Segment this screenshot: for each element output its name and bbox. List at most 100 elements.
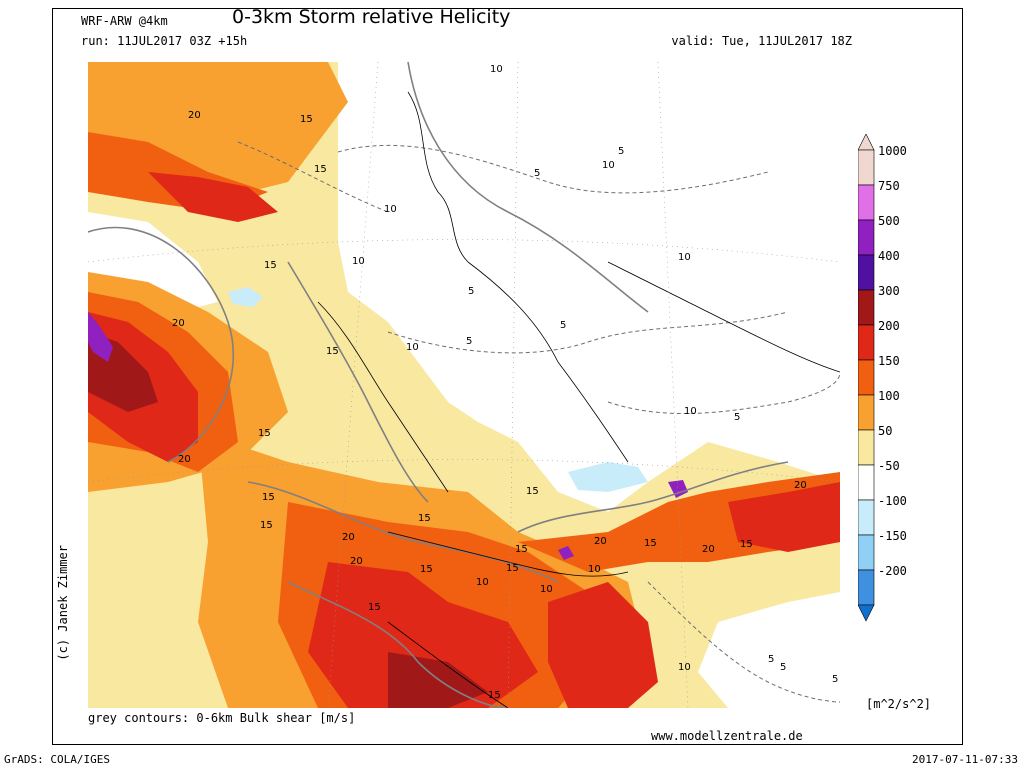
colorbar-layer: 1000 750 500 400 300 200 150 100 50 -50 -100 -150 -2… xyxy=(858,134,907,622)
contour-value-label: 15 xyxy=(420,564,433,575)
colorbar-swatch xyxy=(858,464,875,501)
low-helicity-zone-northeast xyxy=(748,62,840,212)
field-200-south xyxy=(308,562,538,708)
field-500-italy xyxy=(558,546,574,560)
shear-contour-15-alps xyxy=(517,461,789,533)
contour-value-label: 15 xyxy=(326,346,339,357)
contour-value-label: 20 xyxy=(342,532,355,543)
contour-value-label: 5 xyxy=(832,674,838,685)
contour-value-label: 15 xyxy=(740,539,753,550)
colorbar-top-arrow xyxy=(858,134,875,151)
colorbar-swatch xyxy=(858,184,875,221)
coastline-south xyxy=(387,621,509,708)
shear-contour-10-east xyxy=(607,371,840,415)
colorbar-tick-label: 100 xyxy=(878,389,900,403)
contour-value-label: 15 xyxy=(300,114,313,125)
plot-frame xyxy=(52,8,963,745)
shear-contour-10-southeast xyxy=(647,581,840,703)
grid-parallel-1 xyxy=(88,239,840,263)
colorbar-swatch xyxy=(858,149,875,186)
contour-value-label: 15 xyxy=(526,486,539,497)
colorbar-swatch xyxy=(858,359,875,396)
colorbar-units: [m^2/s^2] xyxy=(866,697,932,711)
render-timestamp: 2017-07-11-07:33 xyxy=(912,753,1018,766)
coastline-north xyxy=(407,91,469,263)
contour-value-label: 15 xyxy=(418,513,431,524)
shear-contour-5-north xyxy=(337,145,769,194)
contour-value-label: 15 xyxy=(260,520,273,531)
contour-value-label: 10 xyxy=(678,662,691,673)
contour-value-label: 20 xyxy=(172,318,185,329)
colorbar-swatch xyxy=(858,429,875,466)
contour-value-label: 5 xyxy=(734,412,740,423)
contour-value-label: 15 xyxy=(368,602,381,613)
field-500-west xyxy=(88,312,113,362)
colorbar-tick-label: 150 xyxy=(878,354,900,368)
colorbar-tick-label: -150 xyxy=(878,529,907,543)
contour-value-label: 20 xyxy=(794,480,807,491)
colorbar-swatch xyxy=(858,499,875,536)
contour-value-label: 15 xyxy=(258,428,271,439)
contour-value-label: 20 xyxy=(188,110,201,121)
contour-value-label: 10 xyxy=(678,252,691,263)
run-label: run: 11JUL2017 03Z +15h xyxy=(81,34,248,48)
contour-value-label: 10 xyxy=(684,406,697,417)
colorbar-swatch xyxy=(858,324,875,361)
contours-note: grey contours: 0-6km Bulk shear [m/s] xyxy=(88,711,356,725)
colorbar-swatch xyxy=(858,254,875,291)
low-helicity-zone-north xyxy=(338,62,840,512)
field-500-east xyxy=(668,480,688,498)
low-helicity-zone-southeast xyxy=(698,592,840,708)
border-south xyxy=(387,531,629,577)
author-credit: (c) Janek Zimmer xyxy=(56,545,70,661)
contour-value-label: 10 xyxy=(476,577,489,588)
contour-value-label: 10 xyxy=(406,342,419,353)
colorbar-tick-label: 1000 xyxy=(878,144,907,158)
contour-value-label: 15 xyxy=(515,544,528,555)
contour-value-label: 10 xyxy=(490,64,503,75)
contour-value-label: 5 xyxy=(768,654,774,665)
shear-contour-10-center xyxy=(387,311,789,354)
contour-value-label: 15 xyxy=(644,538,657,549)
contour-value-label: 10 xyxy=(540,584,553,595)
field-200-italy xyxy=(548,582,658,708)
colorbar-tick-label: 200 xyxy=(878,319,900,333)
valid-label: valid: Tue, 11JUL2017 18Z xyxy=(671,34,852,48)
colorbar-tick-label: -50 xyxy=(878,459,900,473)
shear-contour-15-south xyxy=(247,481,559,583)
border-central-1 xyxy=(467,261,629,463)
colorbar-swatch xyxy=(858,394,875,431)
shear-contour-border-2 xyxy=(407,62,649,313)
colorbar-tick-label: 500 xyxy=(878,214,900,228)
colorbar-bottom-arrow xyxy=(858,604,875,622)
grads-credit: GrADS: COLA/IGES xyxy=(4,753,110,766)
colorbar-tick-label: 50 xyxy=(878,424,892,438)
map-title: 0-3km Storm relative Helicity xyxy=(232,6,511,28)
colorbar-swatch xyxy=(858,219,875,256)
border-east xyxy=(607,261,840,373)
colorbar-tick-label: -100 xyxy=(878,494,907,508)
shear-contour-20-west xyxy=(88,226,234,463)
contour-value-label: 15 xyxy=(506,563,519,574)
contour-value-label: 15 xyxy=(262,492,275,503)
shear-contour-border-1 xyxy=(287,261,429,503)
contour-value-label: 5 xyxy=(466,336,472,347)
colorbar-swatch xyxy=(858,289,875,326)
contour-value-label: 15 xyxy=(264,260,277,271)
helicity-map: 20 15 15 10 10 5 10 15 20 15 10 5 20 15 15 10 5 15 20 15 15 1… xyxy=(88,62,840,708)
website-label: www.modellzentrale.de xyxy=(651,729,803,743)
model-label: WRF-ARW @4km xyxy=(81,14,168,28)
colorbar-tick-label: -200 xyxy=(878,564,907,578)
contour-value-label: 5 xyxy=(534,168,540,179)
contour-value-label: 15 xyxy=(314,164,327,175)
field-200-east xyxy=(728,482,840,552)
grid-parallel-2 xyxy=(88,459,840,483)
contour-value-label: 10 xyxy=(588,564,601,575)
negative-patch-east xyxy=(568,462,648,492)
contour-value-label: 10 xyxy=(352,256,365,267)
contour-value-label: 5 xyxy=(468,286,474,297)
negative-patch-west xyxy=(228,287,263,307)
shear-contour-20-south xyxy=(287,581,509,708)
contour-value-label: 20 xyxy=(702,544,715,555)
colorbar-tick-label: 300 xyxy=(878,284,900,298)
